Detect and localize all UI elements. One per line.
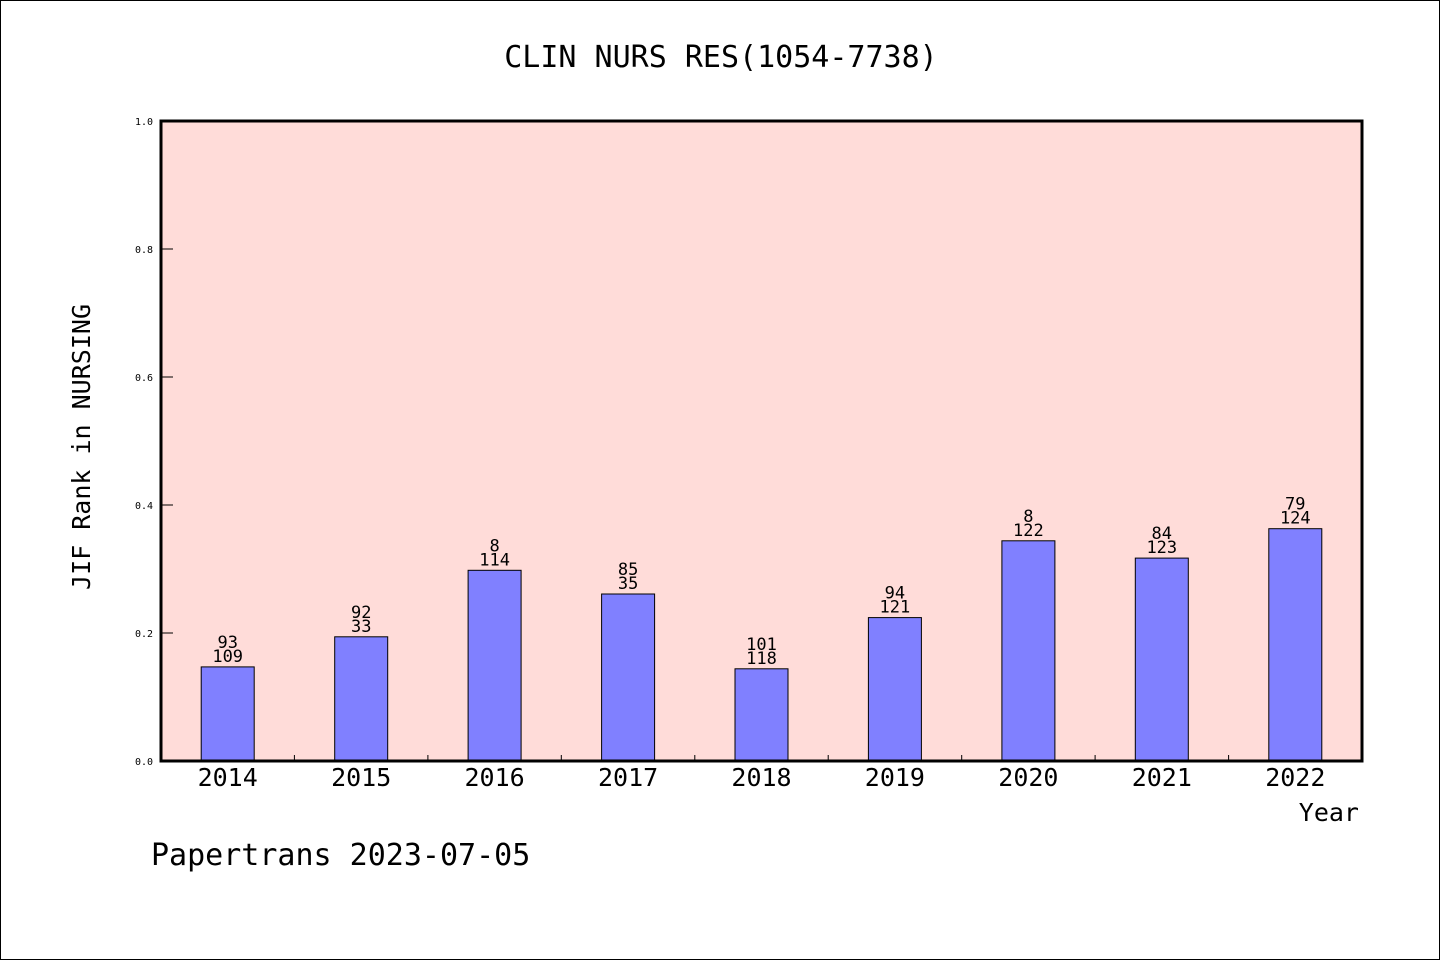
bar-2016 [467,569,522,762]
y-tick-label-0.6: 0.6 [135,373,153,384]
bar-label-top-2016: 8 [489,536,499,556]
y-tick-label-0.8: 0.8 [135,245,153,256]
bar-label-top-2014: 93 [217,633,237,653]
bar-label-bottom-2018: 118 [746,649,777,669]
bar-label-top-2020: 8 [1023,507,1033,527]
bar-2017 [601,593,656,762]
y-tick-label-0.4: 0.4 [135,501,153,512]
bar-label-bottom-2016: 114 [479,550,510,570]
bar-label-bottom-2014: 109 [212,647,243,667]
x-tick-label-2021: 2021 [1132,763,1192,792]
bar-2015 [334,636,389,762]
bar-2018 [734,668,789,762]
bar-label-bottom-2022: 124 [1280,509,1311,529]
bar-label-bottom-2015: 33 [351,617,371,637]
bar-label-bottom-2021: 123 [1146,538,1177,558]
x-tick-label-2022: 2022 [1265,763,1325,792]
bar-2014 [200,666,255,762]
x-tick-label-2016: 2016 [464,763,524,792]
x-tick-label-2019: 2019 [865,763,925,792]
x-tick-label-2018: 2018 [731,763,791,792]
x-axis-label: Year [1299,798,1359,827]
bar-label-top-2015: 92 [351,603,371,623]
y-tick-label-1.0: 1.0 [135,117,153,128]
bar-label-bottom-2020: 122 [1013,521,1044,541]
x-tick-label-2020: 2020 [998,763,1058,792]
bar-label-top-2022: 79 [1285,495,1305,515]
x-tick-label-2014: 2014 [198,763,258,792]
bar-label-bottom-2017: 35 [618,574,638,594]
bar-label-top-2019: 94 [885,584,905,604]
plot-border [159,119,1364,763]
bar-label-top-2017: 85 [618,560,638,580]
bar-2019 [867,617,922,762]
bar-2021 [1134,557,1189,762]
bar-label-bottom-2019: 121 [880,598,911,618]
bar-2022 [1268,528,1323,762]
bar-2020 [1001,540,1056,762]
y-axis-label: JIF Rank in NURSING [67,304,96,590]
y-tick-label-0.0: 0.0 [135,757,153,768]
bar-label-top-2018: 101 [746,635,777,655]
x-tick-label-2017: 2017 [598,763,658,792]
footer-text: Papertrans 2023-07-05 [151,838,530,873]
x-axis-ticks: 2014 2015 2016 2017 2018 2019 2020 2021 2022 [198,755,1325,792]
chart-title: CLIN NURS RES(1054-7738) [504,40,937,75]
y-tick-label-0.2: 0.2 [135,629,153,640]
bar-label-top-2021: 84 [1152,524,1172,544]
x-tick-label-2015: 2015 [331,763,391,792]
